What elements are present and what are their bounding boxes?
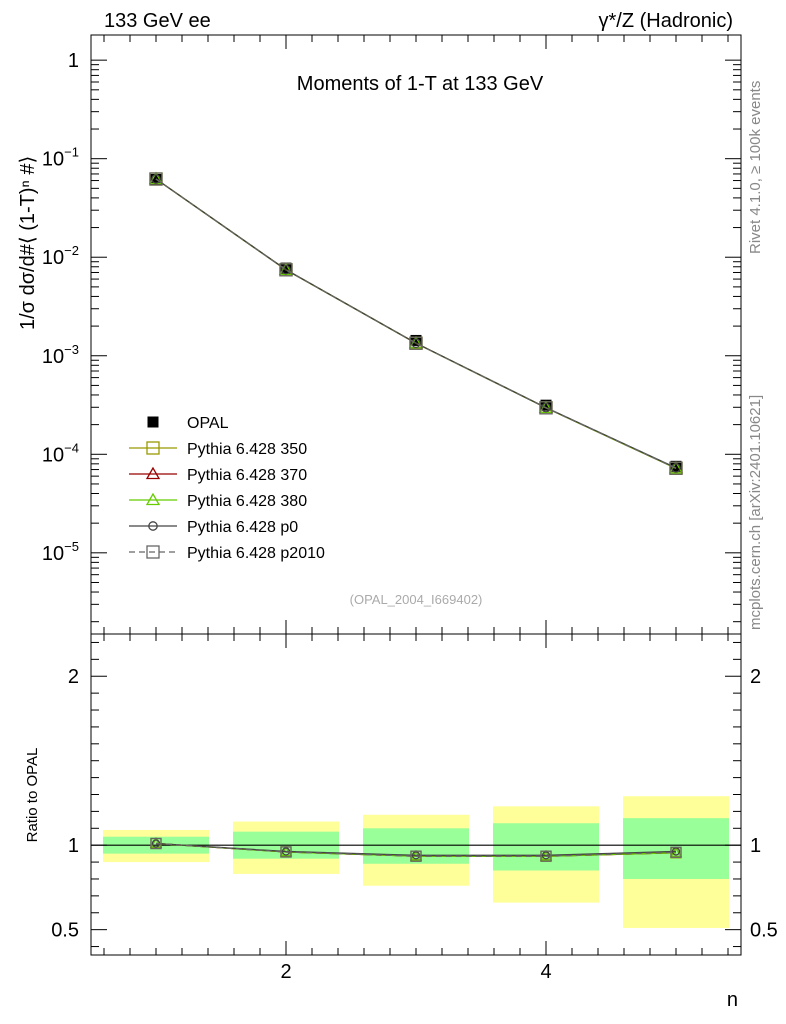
ratio-y-tick-label-left: 0.5	[51, 920, 79, 942]
y-tick-label: 10−5	[42, 539, 79, 565]
main-lines	[148, 171, 684, 475]
series-marker-4	[279, 263, 293, 277]
main-title: Moments of 1-T at 133 GeV	[297, 73, 544, 95]
series-line-1	[155, 178, 677, 469]
ratio-y-tick-label-left: 2	[68, 666, 79, 688]
mcplots-label: mcplots.cern.ch [arXiv:2401.10621]	[747, 395, 764, 630]
legend-label-0: Pythia 6.428 350	[187, 441, 307, 458]
header-left: 133 GeV ee	[104, 10, 211, 32]
header-right: γ*/Z (Hadronic)	[599, 10, 733, 32]
series-marker-4	[539, 401, 553, 415]
ratio-lines	[91, 837, 741, 862]
ratio-y-axis-label: Ratio to OPAL	[24, 748, 41, 843]
series-marker-4	[149, 172, 163, 186]
ratio-panel: 0.5 0.5 1 1 2 2 2 4	[51, 633, 778, 983]
series-marker-3	[411, 338, 421, 349]
legend-marker-2	[145, 492, 161, 506]
legend-marker-3	[148, 521, 158, 531]
series-marker-2	[668, 461, 684, 474]
y-tick-label: 10−4	[42, 440, 79, 466]
ratio-marker-4	[670, 846, 682, 858]
legend-marker-4	[146, 545, 160, 559]
y-tick-label: 10−1	[42, 145, 79, 171]
legend-label-2: Pythia 6.428 380	[187, 493, 307, 510]
ratio-y-tick-label-left: 1	[68, 835, 79, 857]
legend-label-4: Pythia 6.428 p2010	[187, 545, 325, 562]
y-tick-label: 1	[68, 50, 79, 72]
ratio-line-3	[155, 842, 677, 856]
ratio-marker-3	[411, 851, 421, 860]
legend-marker-1	[145, 466, 161, 480]
ratio-marker-4	[150, 837, 162, 850]
legend-label-3: Pythia 6.428 p0	[187, 519, 298, 536]
rivet-label: Rivet 4.1.0, ≥ 100k events	[747, 81, 764, 254]
series-line-4	[155, 178, 677, 469]
y-tick-label: 10−3	[42, 342, 79, 368]
ratio-y-tick-label-right: 0.5	[750, 920, 778, 942]
ratio-marker-2	[669, 846, 683, 858]
ratio-band-inner	[363, 828, 469, 864]
ratio-marker-4	[540, 850, 552, 862]
ratio-y-tick-label-right: 2	[750, 666, 761, 688]
ratio-marker-3	[541, 851, 551, 860]
y-tick-label: 10−2	[42, 243, 79, 269]
series-line-0	[155, 178, 677, 469]
legend-label-1: Pythia 6.428 370	[187, 467, 307, 484]
series-marker-4	[669, 461, 683, 475]
series-marker-3	[541, 402, 551, 413]
reference-label: (OPAL_2004_I669402)	[350, 592, 483, 607]
series-marker-4	[409, 336, 423, 350]
series-marker-3	[281, 264, 291, 275]
legend: OPAL Pythia 6.428 350 Pythia 6.428 370 Pyth…	[129, 415, 325, 562]
ratio-marker-4	[280, 846, 292, 858]
series-line-3	[155, 178, 677, 469]
series-marker-3	[671, 463, 681, 473]
main-panel: 10−5 10−4 10−3 10−2 10−1 1	[42, 34, 742, 635]
main-y-axis-label: 1/σ dσ/d#⟨ (1-T)ⁿ #⟩	[17, 156, 39, 330]
x-axis-label: n	[727, 989, 738, 1011]
x-tick-label: 2	[280, 961, 291, 983]
legend-marker-0	[146, 441, 160, 455]
x-tick-label: 4	[540, 961, 551, 983]
ratio-marker-4	[410, 850, 422, 862]
ratio-marker-3	[671, 847, 681, 856]
ratio-bands	[103, 796, 729, 928]
ratio-y-tick-label-right: 1	[750, 835, 761, 857]
series-line-2	[155, 178, 677, 469]
legend-label-data: OPAL	[187, 415, 229, 432]
series-marker-3	[151, 174, 161, 184]
ratio-line-4	[155, 842, 677, 857]
legend-marker-data	[147, 416, 159, 428]
ratio-band-inner	[493, 823, 599, 871]
